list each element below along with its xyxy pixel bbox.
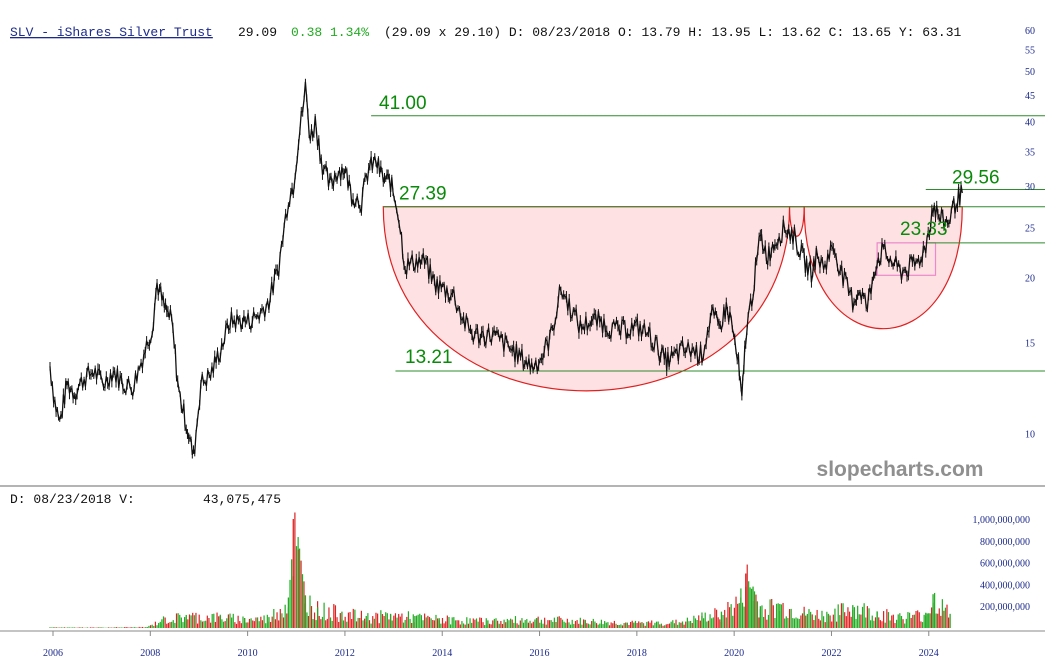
volume-value: 43,075,475: [203, 492, 281, 507]
volume-tick-label: 1,000,000,000: [973, 515, 1031, 526]
price-tick-label: 45: [1025, 91, 1035, 102]
level-label: 41.00: [379, 93, 427, 114]
x-axis: 2006 2008 2010 2012 2014 2016 2018 2020 2022 2024: [43, 631, 939, 659]
volume-tick-label: 600,000,000: [980, 559, 1030, 570]
price-tick-label: 20: [1025, 274, 1035, 285]
x-tick-label: 2024: [919, 648, 939, 659]
price-tick-label: 35: [1025, 147, 1035, 158]
price-tick-label: 10: [1025, 430, 1035, 441]
price-line: [49, 81, 963, 456]
x-tick-label: 2020: [724, 648, 744, 659]
x-tick-label: 2014: [432, 648, 452, 659]
price-tick-label: 50: [1025, 67, 1035, 78]
volume-tick-label: 400,000,000: [980, 580, 1030, 591]
cup-handle-shapes: [382, 206, 963, 392]
symbol-link[interactable]: SLV - iShares Silver Trust: [10, 25, 213, 40]
x-tick-label: 2012: [335, 648, 355, 659]
volume-tick-label: 800,000,000: [980, 537, 1030, 548]
volume-bars: [49, 512, 951, 628]
price-tick-label: 30: [1025, 182, 1035, 193]
volume-date-label: D: 08/23/2018 V:: [10, 492, 135, 507]
level-labels: 41.00 27.39 13.21 29.56 23.33: [379, 93, 1000, 368]
level-label: 29.56: [952, 168, 1000, 189]
x-tick-label: 2018: [627, 648, 647, 659]
price-tick-label: 40: [1025, 117, 1035, 128]
x-tick-label: 2006: [43, 648, 63, 659]
price-tick-label: 55: [1025, 46, 1035, 57]
small-cup-shape: [788, 206, 805, 237]
quote-detail: (29.09 x 29.10) D: 08/23/2018 O: 13.79 H…: [384, 25, 961, 40]
level-label: 13.21: [405, 347, 453, 368]
x-tick-label: 2022: [821, 648, 841, 659]
watermark: slopecharts.com: [817, 458, 984, 481]
price-tick-label: 60: [1025, 26, 1035, 37]
price-panel: 41.00 27.39 13.21 29.56 23.33 10 15 20 25 30 35 40…: [49, 26, 1045, 459]
volume-panel: 1,000,000,000 800,000,000 600,000,000 400,0…: [49, 512, 1031, 628]
x-tick-label: 2010: [238, 648, 258, 659]
level-label: 23.33: [900, 219, 948, 240]
level-label: 27.39: [399, 184, 447, 205]
volume-y-axis: 1,000,000,000 800,000,000 600,000,000 400,0…: [973, 515, 1031, 613]
price-y-axis: 10 15 20 25 30 35 40 45 50 55 60: [1025, 26, 1035, 441]
last-price: 29.09: [238, 25, 277, 40]
price-change: 0.38 1.34%: [291, 25, 369, 40]
volume-tick-label: 200,000,000: [980, 602, 1030, 613]
x-tick-label: 2008: [140, 648, 160, 659]
x-tick-label: 2016: [530, 648, 550, 659]
price-series: [49, 78, 963, 459]
price-tick-label: 15: [1025, 338, 1035, 349]
price-tick-label: 25: [1025, 223, 1035, 234]
